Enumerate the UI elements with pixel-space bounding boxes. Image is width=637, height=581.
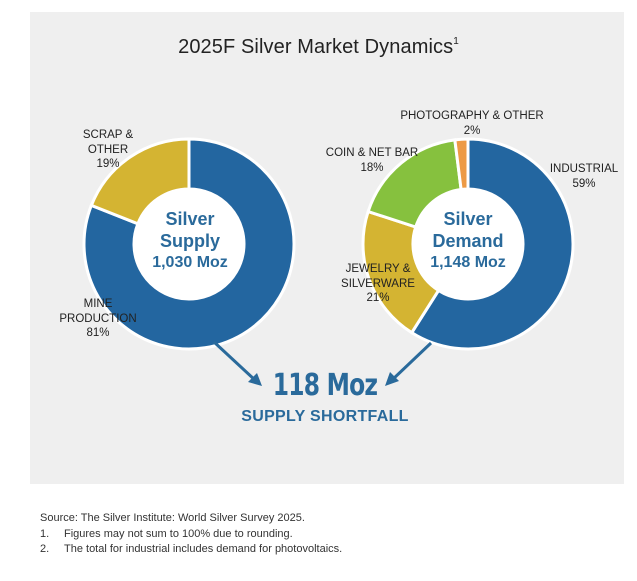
demand-center-label: Silver Demand 1,148 Moz (408, 208, 528, 274)
coin-net-bar-label: COIN & NET BAR 18% (325, 147, 419, 174)
industrial-label: INDUSTRIAL 59% (549, 163, 619, 190)
demand-donut-hole (414, 190, 522, 298)
supply-donut-hole (135, 190, 243, 298)
jewelry-silverware-label: JEWELRY & SILVERWARE 21% (341, 263, 415, 304)
footnote-2: 2. The total for industrial includes dema… (40, 543, 343, 555)
title-footnote-marker: 1 (453, 36, 459, 47)
demand-slice-jewelry-silverware (361, 209, 441, 335)
supply-center-total: 1,030 Moz (152, 254, 228, 271)
demand-center-word: Silver (443, 209, 493, 229)
supply-center-word: Silver (165, 209, 215, 229)
demand-donut (361, 137, 575, 351)
supply-center-type: Supply (159, 231, 220, 251)
footnotes: Source: The Silver Institute: World Silv… (40, 511, 342, 558)
shortfall-arrows (212, 340, 433, 386)
scrap-other-label: SCRAP & OTHER 19% (82, 129, 134, 170)
shortfall-label: SUPPLY SHORTFALL (241, 408, 409, 425)
photography-other-label: PHOTOGRAPHY & OTHER 2% (400, 110, 544, 137)
left-arrow-head (248, 373, 262, 386)
supply-donut (82, 137, 296, 351)
right-arrow-line (389, 341, 433, 383)
demand-center-type: Demand (432, 231, 504, 251)
supply-center-label: Silver Supply 1,030 Moz (130, 208, 250, 274)
supply-slice-mine-production (82, 137, 296, 351)
left-arrow-line (212, 340, 258, 383)
footnote-1: 1. Figures may not sum to 100% due to rou… (40, 527, 293, 540)
demand-slice-industrial (409, 137, 575, 351)
right-arrow-head (385, 372, 399, 386)
supply-slice-scrap-other (89, 137, 191, 226)
source-note: Source: The Silver Institute: World Silv… (40, 512, 305, 524)
shortfall-callout: 118 Moz SUPPLY SHORTFALL (190, 368, 460, 428)
shortfall-value: 118 Moz (272, 368, 378, 403)
demand-center-total: 1,148 Moz (430, 254, 506, 271)
demand-slice-photography-other (453, 137, 470, 192)
chart-title: 2025F Silver Market Dynamics1 (178, 36, 459, 58)
mine-production-label: MINE PRODUCTION 81% (59, 298, 137, 339)
